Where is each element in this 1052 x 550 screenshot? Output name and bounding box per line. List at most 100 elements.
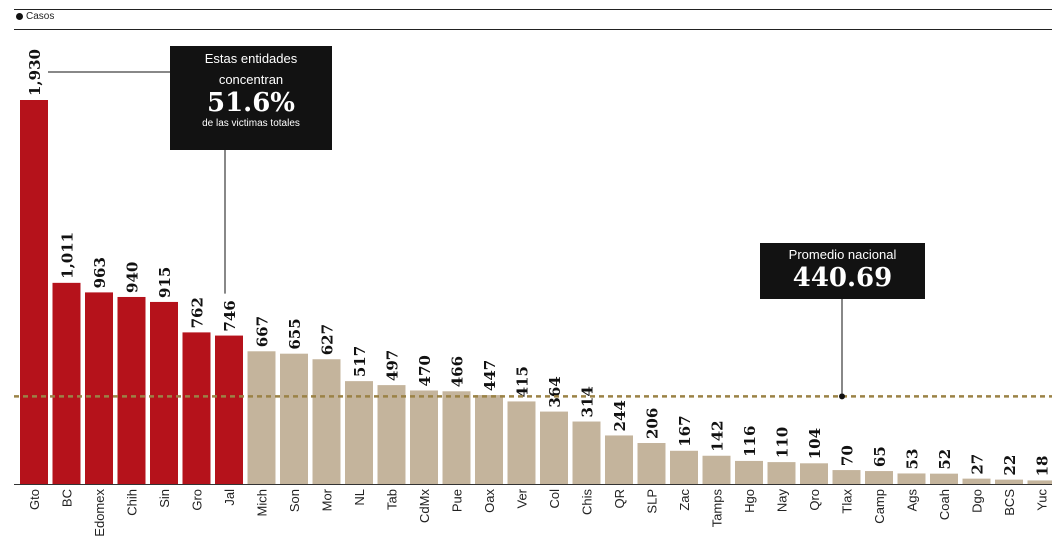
bar-slp (637, 443, 666, 484)
value-label: 53 (904, 449, 922, 470)
bar-yuc (1027, 480, 1052, 484)
bar-bc (52, 282, 81, 484)
bar-dgo (962, 478, 991, 484)
value-label: 142 (709, 420, 727, 451)
bar-gto (20, 100, 48, 484)
value-label: 963 (91, 257, 109, 288)
category-label: BCS (1002, 489, 1017, 516)
value-label: 364 (546, 376, 564, 407)
bar-bcs (995, 479, 1023, 484)
category-label: QR (612, 489, 627, 509)
value-label: 915 (156, 267, 174, 298)
callout-line2: concentran (218, 72, 284, 87)
category-label: Sin (157, 489, 172, 508)
value-label: 314 (579, 386, 597, 417)
value-label: 104 (806, 428, 824, 459)
value-label: 18 (1034, 456, 1052, 477)
legend-rule (14, 29, 1052, 30)
value-label: 627 (319, 324, 337, 355)
value-label: 244 (611, 400, 629, 431)
bar-tamps (702, 455, 731, 484)
category-label: Gro (190, 489, 205, 511)
category-label: Pue (450, 489, 465, 512)
category-label: Oax (482, 489, 497, 513)
bar-tlax (832, 470, 861, 484)
category-label: Chih (125, 489, 140, 516)
average-pointer-dot (839, 393, 845, 400)
bar-chis (572, 421, 601, 484)
value-label: 940 (124, 262, 142, 293)
value-label: 655 (286, 318, 304, 349)
category-label: Tlax (840, 489, 855, 514)
bar-coah (930, 473, 958, 484)
bar-camp (865, 471, 893, 484)
category-label: Camp (872, 489, 887, 524)
average-value: 440.69 (792, 263, 893, 293)
value-label: 1,930 (26, 49, 44, 96)
value-label: 466 (449, 356, 467, 387)
value-label: 447 (481, 360, 499, 391)
value-label: 415 (514, 366, 532, 397)
bar-col (540, 411, 568, 484)
category-label: Chis (580, 489, 595, 516)
value-label: 116 (741, 426, 759, 457)
concentration-callout: Estas entidades concentran 51.6% de las … (170, 46, 332, 150)
value-label: 762 (189, 297, 207, 328)
category-label: NL (352, 489, 367, 506)
legend-dot-icon (16, 12, 23, 20)
value-label: 110 (774, 427, 792, 458)
average-label: Promedio nacional (788, 247, 897, 262)
category-label: Ver (515, 488, 530, 508)
bar-pue (442, 391, 471, 484)
category-label: BC (60, 489, 75, 507)
bar-ver (507, 401, 536, 484)
callout-percent: 51.6% (206, 88, 296, 118)
category-label: Mor (320, 488, 335, 511)
category-label: Col (547, 489, 562, 509)
category-label: Jal (222, 489, 237, 506)
value-label: 667 (254, 316, 272, 347)
value-label: 27 (969, 454, 987, 475)
bar-jal (215, 335, 243, 484)
category-label: Gto (27, 489, 42, 510)
category-label: Qro (807, 489, 822, 511)
bar-nl (345, 381, 373, 484)
value-label: 746 (221, 300, 239, 331)
bar-tab (377, 385, 406, 484)
category-label: SLP (645, 489, 660, 514)
legend: Casos (16, 11, 54, 22)
bar-oax (475, 395, 503, 484)
bar-edomex (85, 292, 113, 484)
category-label: Tamps (710, 489, 725, 528)
value-label: 517 (351, 346, 369, 377)
category-label: Ags (905, 489, 920, 512)
callout-line3: de las victimas totales (202, 118, 300, 129)
category-label: Edomex (92, 489, 107, 537)
value-label: 70 (839, 445, 857, 466)
bar-son (280, 353, 308, 484)
value-label: 52 (936, 449, 954, 470)
category-label: Coah (937, 489, 952, 520)
value-label: 167 (676, 415, 694, 446)
category-label: Hgo (742, 489, 757, 513)
value-label: 65 (871, 446, 889, 467)
bar-zac (670, 450, 698, 484)
value-label: 206 (644, 408, 662, 439)
value-label: 497 (384, 350, 402, 381)
top-rule (14, 9, 1052, 10)
category-label: Dgo (970, 489, 985, 513)
category-label: Tab (385, 489, 400, 510)
bar-qr (605, 435, 633, 484)
bar-qro (800, 463, 828, 484)
category-label: Yuc (1035, 489, 1050, 511)
bar-mich (247, 351, 276, 484)
bar-ags (897, 473, 926, 484)
bar-mor (312, 359, 341, 484)
category-label: Mich (255, 489, 270, 516)
category-label: Nay (775, 489, 790, 513)
bar-hgo (735, 460, 763, 484)
value-label: 1,011 (59, 232, 77, 279)
bar-gro (182, 332, 211, 484)
bar-sin (150, 301, 178, 484)
